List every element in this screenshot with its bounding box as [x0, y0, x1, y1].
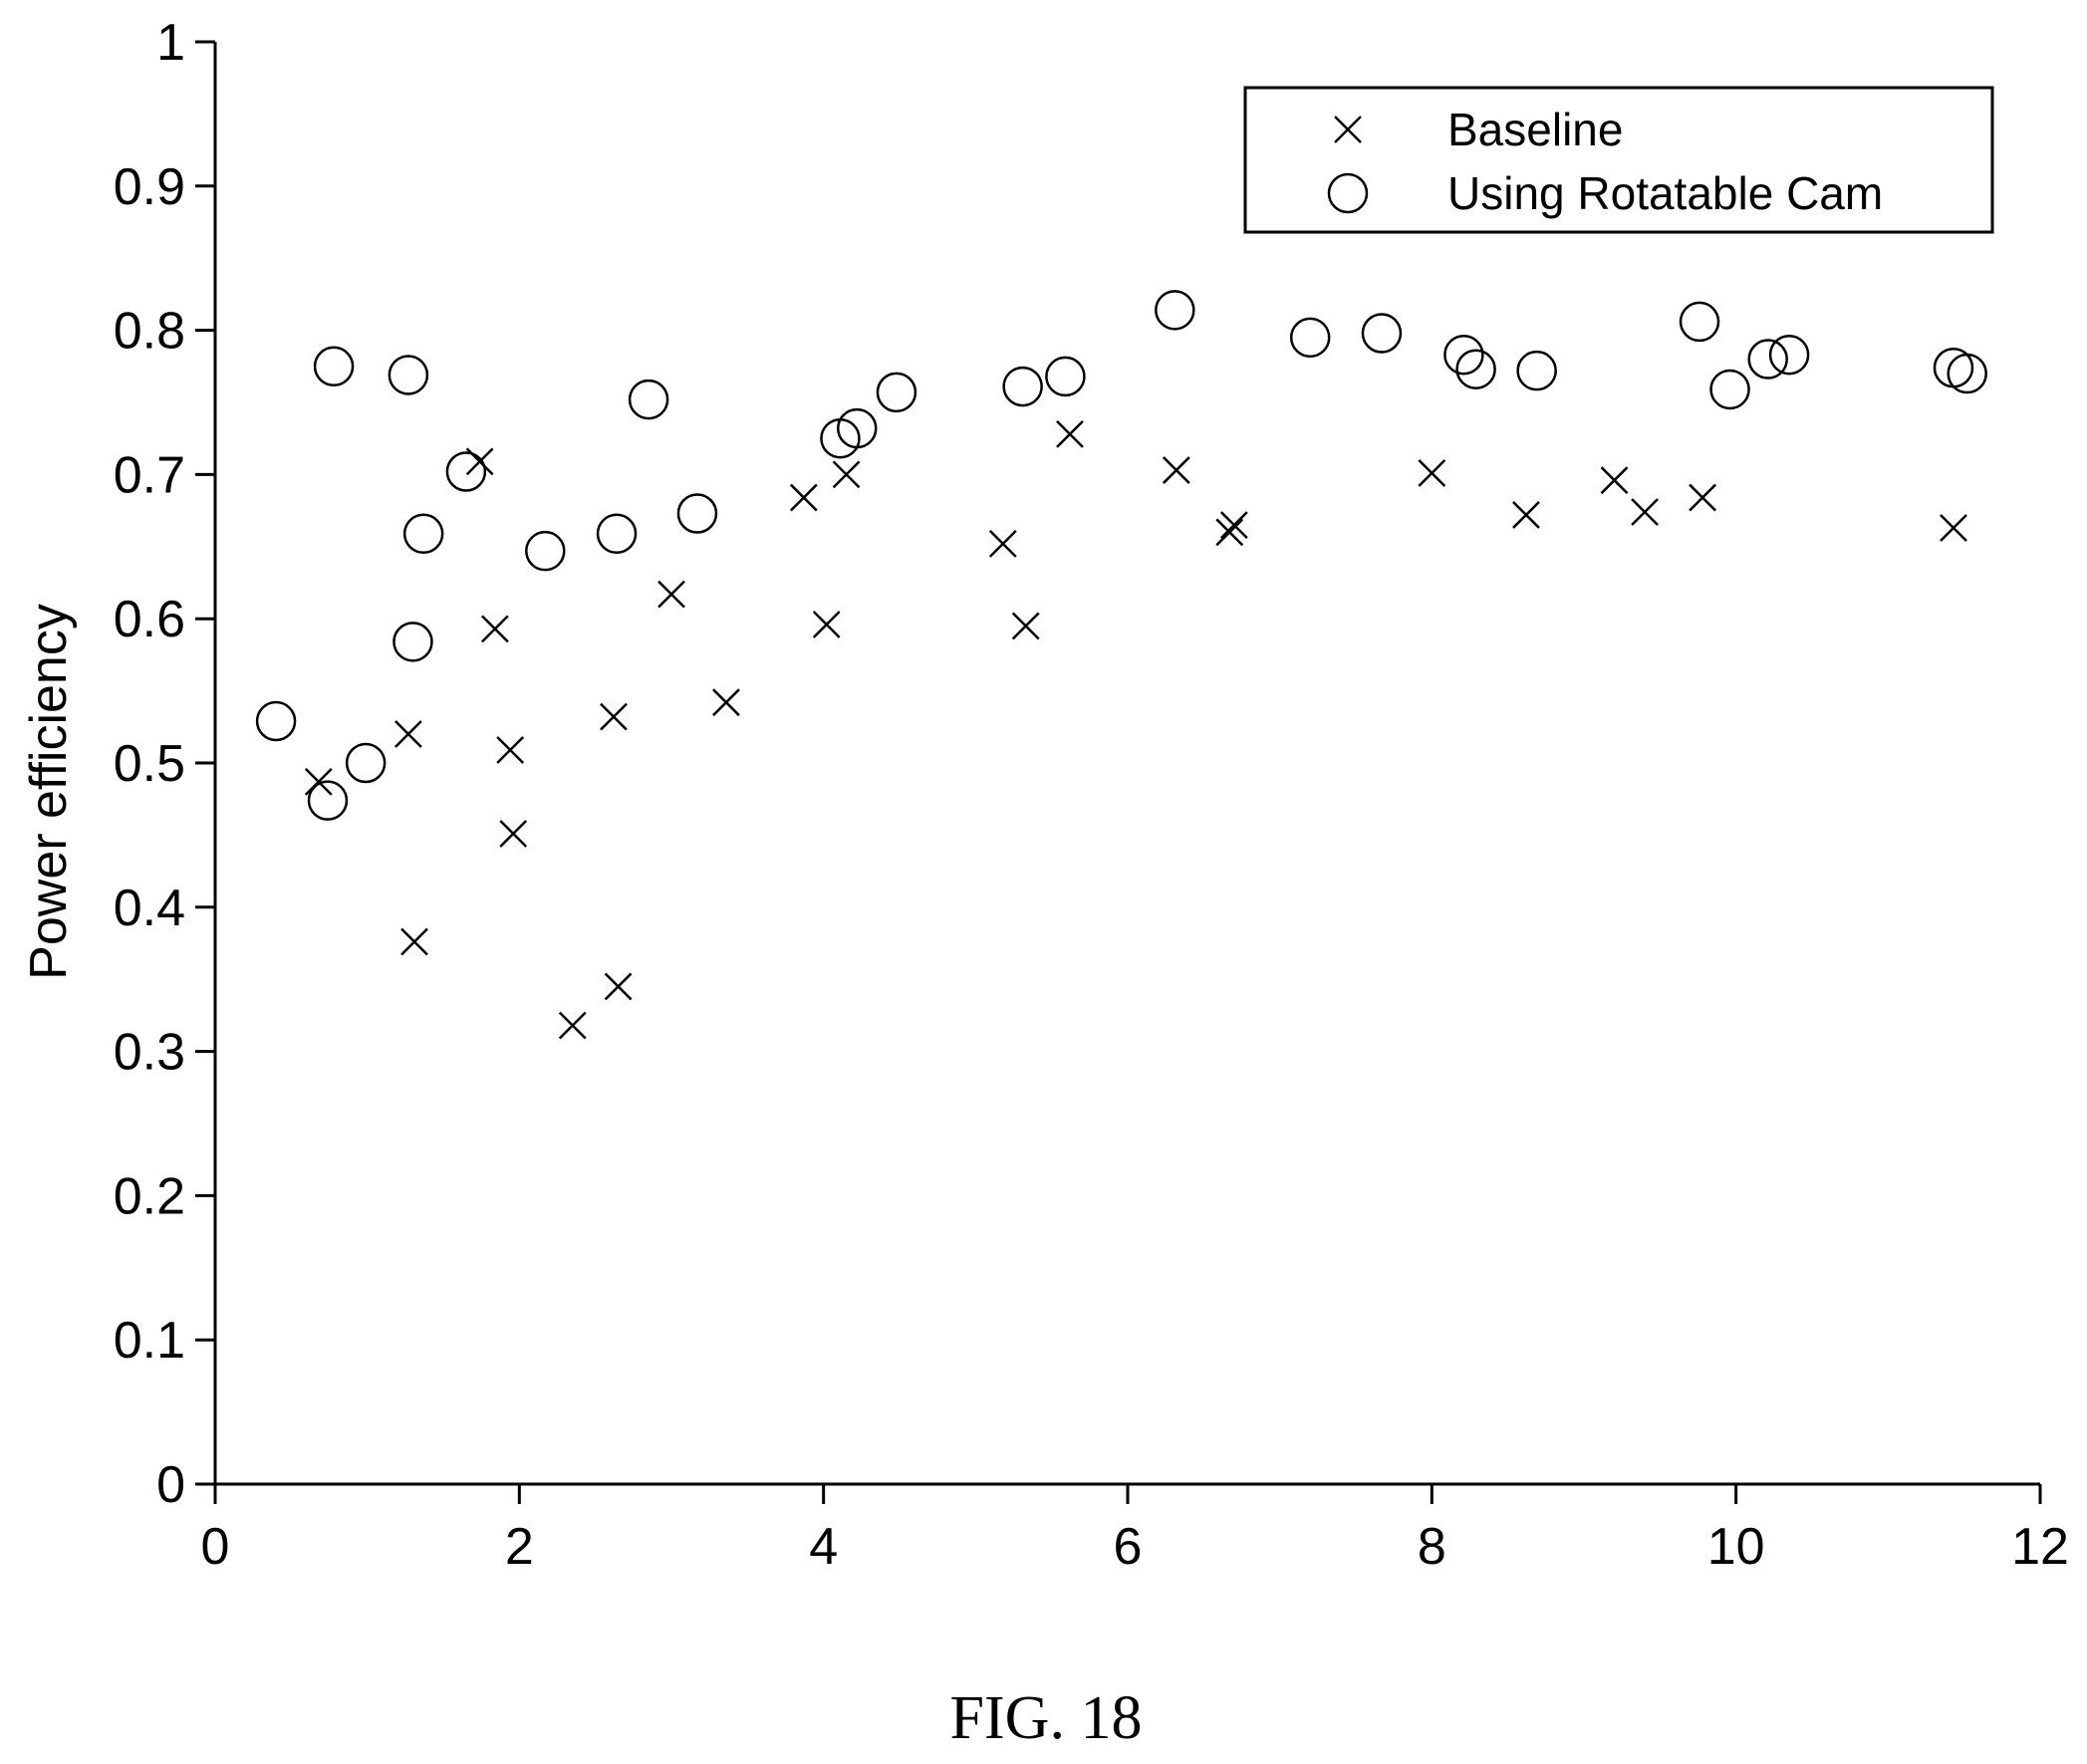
legend-label: Baseline	[1447, 104, 1623, 155]
baseline-point	[1631, 498, 1659, 526]
baseline-point	[394, 720, 422, 748]
y-tick-label: 0.5	[114, 735, 185, 793]
legend-label: Using Rotatable Cam	[1447, 167, 1883, 219]
baseline-point	[558, 1011, 587, 1040]
baseline-point	[1600, 466, 1629, 495]
y-tick-label: 0.6	[114, 591, 185, 648]
baseline-point	[1940, 514, 1967, 542]
legend-cross-icon	[1334, 116, 1362, 143]
rotatable-cam-point	[1361, 313, 1403, 354]
baseline-point	[400, 927, 428, 956]
baseline-point	[604, 972, 633, 1001]
rotatable-cam-point	[445, 451, 487, 492]
x-tick-label: 8	[1418, 1518, 1446, 1576]
rotatable-cam-point	[525, 530, 566, 572]
y-tick-label: 0.9	[114, 158, 185, 216]
rotatable-cam-point	[1768, 334, 1810, 376]
rotatable-cam-point	[1516, 350, 1557, 391]
baseline-point	[496, 736, 525, 764]
rotatable-cam-point	[307, 780, 349, 821]
rotatable-cam-point	[1679, 301, 1720, 343]
rotatable-cam-point	[1443, 334, 1484, 376]
baseline-point	[1418, 459, 1446, 487]
baseline-point	[1056, 419, 1084, 448]
y-tick-label: 0.3	[114, 1024, 185, 1082]
y-tick-label: 0.2	[114, 1167, 185, 1225]
baseline-point	[657, 580, 685, 609]
rotatable-cam-point	[1747, 339, 1788, 379]
rotatable-cam-point	[1002, 366, 1043, 407]
rotatable-cam-point	[876, 372, 917, 413]
x-axis: 0 2 4 6 8 10 12	[201, 1482, 2069, 1576]
y-tick-label: 0.8	[114, 303, 185, 361]
baseline-point	[789, 483, 818, 512]
data-points	[255, 290, 1987, 1040]
x-tick-label: 10	[1707, 1518, 1765, 1576]
baseline-point	[304, 767, 333, 796]
rotatable-cam-point	[1947, 353, 1987, 394]
baseline-point	[812, 611, 841, 638]
rotatable-cam-point	[392, 622, 433, 662]
rotatable-cam-point	[596, 513, 638, 555]
baseline-point	[1219, 511, 1248, 539]
rotatable-cam-point	[345, 742, 387, 784]
y-tick-label: 0.7	[114, 446, 185, 504]
baseline-point	[1689, 483, 1716, 512]
baseline-point	[1215, 518, 1244, 547]
rotatable-cam-point	[1045, 356, 1086, 397]
x-tick-label: 12	[2011, 1518, 2069, 1576]
rotatable-cam-point	[313, 346, 355, 387]
rotatable-cam-point	[1289, 317, 1331, 359]
x-tick-label: 2	[505, 1518, 534, 1576]
y-axis: 0 0.1 0.2 0.3 0.4 0.5 0.6 0.7 0.8 0.9 1	[114, 14, 217, 1514]
y-tick-label: 1	[156, 14, 185, 72]
baseline-point	[988, 530, 1017, 558]
rotatable-cam-point	[1455, 349, 1496, 389]
baseline-point	[1162, 456, 1190, 484]
legend-box	[1243, 86, 1994, 234]
y-tick-label: 0	[156, 1456, 185, 1514]
rotatable-cam-point	[402, 513, 444, 555]
y-tick-label: 0.4	[114, 880, 185, 937]
baseline-point	[832, 460, 861, 489]
legend: Baseline Using Rotatable Cam	[1243, 86, 1994, 234]
rotatable-cam-point	[628, 378, 669, 420]
baseline-point	[1512, 501, 1540, 529]
baseline-point	[600, 702, 628, 731]
rotatable-cam-point	[255, 700, 297, 742]
legend-circle-icon	[1327, 172, 1369, 214]
figure-caption: FIG. 18	[950, 1684, 1143, 1752]
rotatable-cam-point	[1709, 369, 1750, 410]
baseline-point	[499, 820, 528, 848]
rotatable-cam-point	[388, 355, 429, 395]
rotatable-cam-point	[676, 493, 718, 534]
baseline-point	[1011, 612, 1040, 640]
y-axis-title: Power efficiency	[20, 604, 78, 980]
y-tick-label: 0.1	[114, 1312, 185, 1370]
y-ticks: 0 0.1 0.2 0.3 0.4 0.5 0.6 0.7 0.8 0.9 1	[114, 14, 215, 1514]
rotatable-cam-point	[837, 407, 878, 449]
x-ticks: 0 2 4 6 8 10 12	[201, 1484, 2069, 1576]
x-tick-label: 4	[809, 1518, 838, 1576]
baseline-point	[481, 615, 509, 643]
x-tick-label: 6	[1114, 1518, 1143, 1576]
x-tick-label: 0	[201, 1518, 230, 1576]
legend-items: Baseline Using Rotatable Cam	[1327, 104, 1883, 219]
baseline-point	[712, 688, 740, 717]
rotatable-cam-point	[1155, 290, 1195, 331]
